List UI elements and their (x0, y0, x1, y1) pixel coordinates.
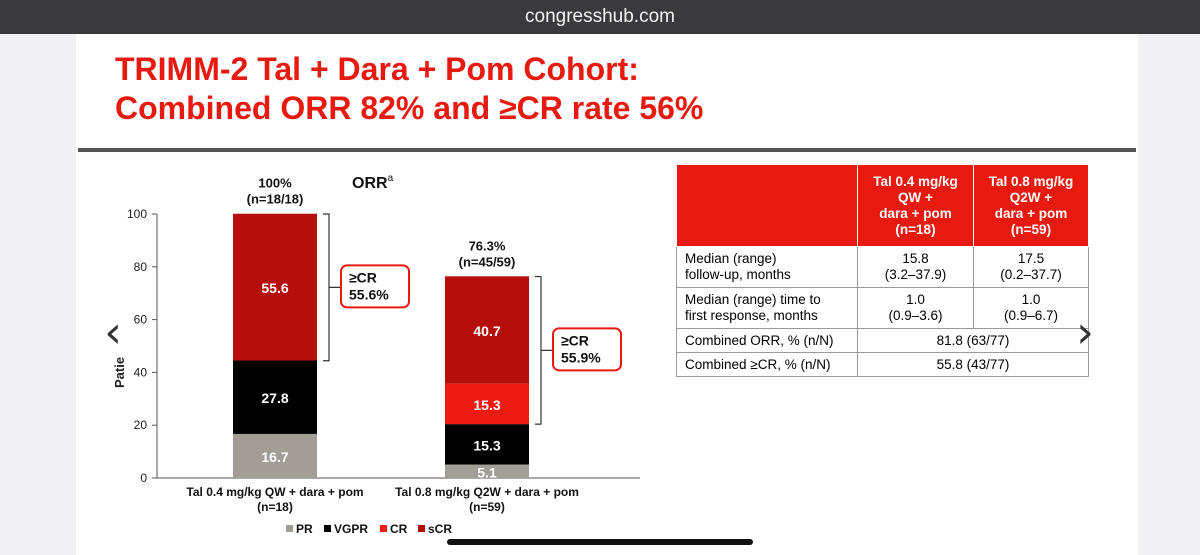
table-row: Combined ≥CR, % (n/N) 55.8 (43/77) (676, 352, 1089, 377)
legend-label: sCR (428, 522, 452, 536)
table-header-blank (676, 164, 858, 247)
y-axis-label: Patie (112, 357, 127, 388)
bar-segment-vgpr (233, 360, 317, 434)
y-tick-label: 60 (134, 313, 148, 327)
cr-callout-label: ≥CR (349, 269, 377, 285)
slide-title: TRIMM-2 Tal + Dara + Pom Cohort: Combine… (115, 50, 915, 128)
orr-bar-chart: 020406080100PatieORRa16.727.855.6100%(n=… (112, 173, 640, 536)
x-category-n-label: (n=18) (257, 500, 293, 514)
data-label: 15.3 (473, 397, 500, 413)
header-col2-line: Q2W + (1009, 189, 1053, 205)
legend-label: VGPR (334, 522, 368, 536)
browser-top-bar: congresshub.com (0, 0, 1200, 34)
x-category-label: Tal 0.4 mg/kg QW + dara + pom (186, 485, 363, 499)
chart-title: ORRa (352, 173, 394, 192)
bar-segment-vgpr (445, 424, 529, 465)
row-label-followup: Median (range) follow-up, months (676, 246, 858, 288)
header-col2-line: (n=59) (1010, 221, 1052, 237)
total-pct-label: 76.3% (469, 238, 506, 253)
data-label: 16.7 (261, 449, 288, 465)
x-category-n-label: (n=59) (469, 500, 505, 514)
header-col2-line: dara + pom (994, 205, 1068, 221)
data-label: 40.7 (473, 323, 500, 339)
prev-slide-button[interactable]: ‹ (98, 311, 128, 355)
header-col2-line: Tal 0.8 mg/kg (988, 173, 1074, 189)
legend-label: CR (390, 522, 408, 536)
data-label: 55.6 (261, 280, 288, 296)
cell-line: 1.0 (906, 292, 925, 307)
cell-line: 1.0 (1021, 292, 1041, 307)
y-tick-label: 80 (134, 260, 148, 274)
total-n-label: (n=18/18) (247, 192, 304, 207)
row-label-line: follow-up, months (685, 267, 791, 282)
data-label: 5.1 (477, 464, 497, 480)
cr-callout-box (552, 327, 622, 372)
url-text[interactable]: congresshub.com (525, 6, 675, 27)
row-label-line: Median (range) (685, 251, 777, 266)
cr-bracket (535, 275, 553, 425)
slide-title-line-2: Combined ORR 82% and ≥CR rate 56% (115, 90, 704, 126)
x-category-label: Tal 0.8 mg/kg Q2W + dara + pom (395, 485, 579, 499)
header-col1-line: (n=18) (895, 221, 936, 237)
cell-line: (0.9–6.7) (1003, 308, 1059, 323)
bar-segment-scr (233, 213, 317, 361)
total-n-label: (n=45/59) (459, 254, 516, 269)
legend-swatch-cr (380, 525, 387, 532)
total-pct-label: 100% (258, 176, 292, 191)
legend-swatch-scr (418, 525, 425, 532)
cr-callout-value: 55.9% (561, 349, 601, 365)
cell-combined-orr: 81.8 (63/77) (857, 328, 1089, 353)
title-divider (78, 148, 1136, 152)
cr-callout-label: ≥CR (561, 332, 589, 348)
y-tick-label: 40 (134, 365, 148, 379)
cell-response-col1: 1.0 (0.9–3.6) (857, 287, 974, 329)
chevron-right-icon: › (1076, 307, 1094, 358)
cell-line: 17.5 (1017, 251, 1045, 266)
cell-line: (0.9–3.6) (888, 308, 943, 323)
data-label: 15.3 (473, 437, 500, 453)
legend-swatch-pr (286, 525, 293, 532)
cell-combined-cr: 55.8 (43/77) (857, 352, 1089, 377)
row-label-line: first response, months (685, 308, 818, 323)
header-col1-line: Tal 0.4 mg/kg (873, 173, 958, 189)
row-label-combined-orr: Combined ORR, % (n/N) (676, 328, 858, 353)
cell-line: (3.2–37.9) (884, 267, 947, 282)
home-indicator[interactable] (447, 539, 753, 545)
slide-title-line-1: TRIMM-2 Tal + Dara + Pom Cohort: (115, 51, 639, 87)
table-row: Combined ORR, % (n/N) 81.8 (63/77) (676, 328, 1089, 353)
cell-line: 15.8 (902, 251, 929, 266)
bar-segment-pr (445, 464, 529, 478)
chevron-left-icon: ‹ (104, 307, 122, 358)
cr-callout-value: 55.6% (349, 286, 389, 302)
chart-title-superscript: a (388, 173, 394, 184)
table-header-col1: Tal 0.4 mg/kg QW + dara + pom (n=18) (857, 164, 974, 247)
bar-segment-scr (445, 276, 529, 384)
cell-line: (0.2–37.7) (1000, 267, 1062, 282)
cr-callout-box (340, 264, 410, 309)
table-row: Median (range) time to first response, m… (676, 287, 1089, 329)
cell-followup-col2: 17.5 (0.2–37.7) (973, 246, 1089, 288)
data-label: 27.8 (261, 390, 288, 406)
table-row: Median (range) follow-up, months 15.8 (3… (676, 246, 1089, 288)
bar-segment-cr (445, 383, 529, 425)
table-header-col2: Tal 0.8 mg/kg Q2W + dara + pom (n=59) (973, 164, 1089, 247)
y-tick-label: 100 (127, 207, 147, 221)
next-slide-button[interactable]: › (1070, 311, 1100, 355)
row-label-combined-cr: Combined ≥CR, % (n/N) (676, 352, 858, 377)
y-tick-label: 0 (140, 471, 147, 485)
row-label-line: Median (range) time to (685, 292, 821, 307)
legend-label: PR (296, 522, 313, 536)
header-col1-line: dara + pom (879, 205, 952, 221)
legend-swatch-vgpr (324, 525, 331, 532)
header-col1-line: QW + (898, 189, 933, 205)
cell-followup-col1: 15.8 (3.2–37.9) (857, 246, 974, 288)
cell-response-col2: 1.0 (0.9–6.7) (973, 287, 1089, 329)
cr-bracket (323, 213, 341, 362)
row-label-time-to-response: Median (range) time to first response, m… (676, 287, 858, 329)
y-tick-label: 20 (134, 418, 148, 432)
bar-segment-pr (233, 433, 317, 478)
response-table: Tal 0.4 mg/kg QW + dara + pom (n=18) Tal… (676, 164, 1089, 377)
